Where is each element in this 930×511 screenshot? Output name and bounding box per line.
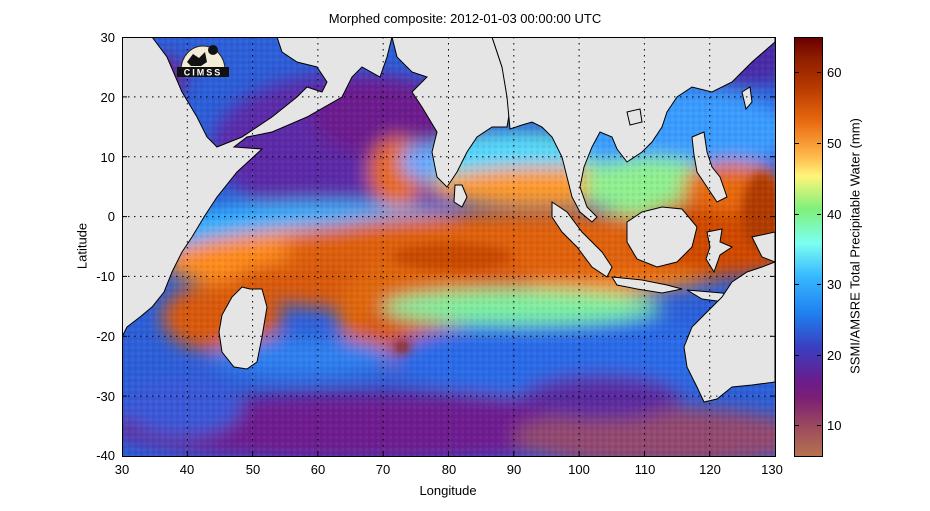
chart-title: Morphed composite: 2012-01-03 00:00:00 U… — [328, 11, 602, 26]
ytick-label: -40 — [96, 448, 115, 463]
colorbar-tick — [817, 72, 821, 73]
ytick-label: 0 — [107, 209, 115, 224]
xtick-label: 130 — [761, 462, 783, 477]
colorbar-tick — [817, 425, 821, 426]
colorbar-tick — [817, 284, 821, 285]
ytick-label: 20 — [100, 90, 115, 105]
cimss-logo: CIMSS — [175, 40, 231, 78]
colorbar-tick-label: 20 — [827, 348, 842, 363]
tpw-map — [122, 37, 775, 456]
colorbar-tick-label: 50 — [827, 136, 842, 151]
xtick-label: 30 — [114, 462, 130, 477]
xtick-label: 120 — [699, 462, 721, 477]
ytick-label: -10 — [96, 269, 115, 284]
colorbar-tick — [817, 143, 821, 144]
ytick-label: -30 — [96, 389, 115, 404]
colorbar-tick — [817, 214, 821, 215]
colorbar-tick — [795, 143, 799, 144]
xtick-label: 110 — [634, 462, 656, 477]
ytick-label: 10 — [100, 150, 115, 165]
colorbar-tick — [817, 355, 821, 356]
xtick-label: 40 — [179, 462, 195, 477]
colorbar-tick — [795, 355, 799, 356]
logo-text: CIMSS — [184, 68, 223, 78]
xtick-label: 60 — [310, 462, 326, 477]
colorbar-tick-label: 30 — [827, 277, 842, 292]
xtick-label: 100 — [568, 462, 590, 477]
colorbar-tick-label: 60 — [827, 65, 842, 80]
y-axis-label: Latitude — [74, 222, 90, 270]
colorbar-tick-label: 40 — [827, 207, 842, 222]
colorbar-label: SSMI/AMSRE Total Precipitable Water (mm) — [847, 118, 863, 374]
colorbar — [794, 37, 823, 457]
colorbar-tick — [795, 214, 799, 215]
xtick-label: 80 — [441, 462, 457, 477]
colorbar-tick — [795, 284, 799, 285]
colorbar-tick — [795, 72, 799, 73]
ytick-label: 30 — [100, 30, 115, 45]
x-axis-label: Longitude — [419, 483, 477, 498]
ytick-label: -20 — [96, 329, 115, 344]
xtick-label: 70 — [375, 462, 391, 477]
colorbar-tick-label: 10 — [827, 418, 842, 433]
xtick-label: 90 — [506, 462, 522, 477]
colorbar-tick — [795, 425, 799, 426]
xtick-label: 50 — [245, 462, 261, 477]
